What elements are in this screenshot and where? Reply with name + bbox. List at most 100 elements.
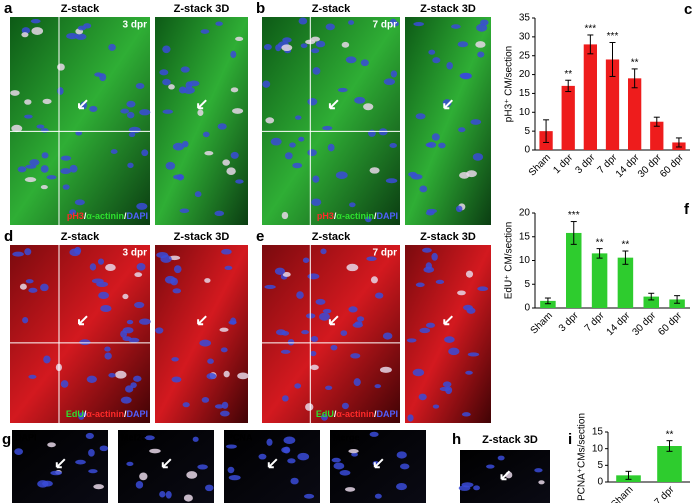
nucleus bbox=[467, 352, 480, 357]
nucleus bbox=[477, 51, 485, 58]
arrow bbox=[197, 99, 207, 110]
nucleus bbox=[389, 143, 397, 149]
nucleus bbox=[226, 167, 236, 176]
nucleus bbox=[339, 470, 351, 476]
nucleus bbox=[346, 263, 359, 272]
nucleus bbox=[315, 298, 326, 305]
nucleus bbox=[465, 370, 473, 375]
nucleus bbox=[237, 372, 249, 380]
nucleus bbox=[50, 470, 62, 476]
nucleus bbox=[419, 185, 428, 193]
nucleus bbox=[139, 318, 151, 325]
nucleus bbox=[422, 247, 432, 253]
nucleus bbox=[28, 287, 38, 293]
nucleus bbox=[307, 149, 317, 157]
nucleus bbox=[126, 100, 136, 108]
bar bbox=[561, 85, 575, 150]
nucleus bbox=[282, 272, 291, 277]
nucleus bbox=[310, 364, 319, 371]
arrow bbox=[443, 315, 454, 326]
nucleus bbox=[162, 45, 171, 54]
nucleus bbox=[222, 159, 230, 166]
nucleus bbox=[300, 43, 308, 49]
nucleus bbox=[296, 291, 304, 299]
nucleus bbox=[431, 133, 440, 141]
nucleus bbox=[459, 172, 470, 179]
nucleus bbox=[283, 436, 296, 444]
nucleus bbox=[128, 126, 141, 134]
bar bbox=[628, 78, 642, 150]
stain-part: / bbox=[84, 409, 87, 419]
panel-title: Z-stack bbox=[61, 231, 100, 243]
nucleus bbox=[25, 164, 37, 169]
panel-title: Z-stack bbox=[312, 3, 351, 15]
nucleus bbox=[270, 137, 282, 146]
nucleus bbox=[266, 438, 273, 446]
y-tick-label: 15 bbox=[519, 88, 531, 99]
nucleus bbox=[221, 248, 232, 255]
stain-part: α-actinin bbox=[86, 211, 124, 221]
nucleus bbox=[463, 304, 473, 311]
nucleus bbox=[89, 263, 97, 271]
nucleus bbox=[280, 349, 291, 354]
nucleus bbox=[172, 142, 185, 151]
nucleus bbox=[448, 347, 460, 356]
nucleus bbox=[289, 142, 296, 148]
nucleus bbox=[318, 312, 330, 321]
nucleus bbox=[356, 316, 365, 322]
significance: *** bbox=[568, 210, 580, 221]
nucleus bbox=[473, 485, 480, 491]
nucleus bbox=[327, 143, 335, 152]
nucleus bbox=[228, 475, 241, 481]
nucleus bbox=[135, 481, 144, 489]
x-tick-label: Sham bbox=[529, 310, 555, 336]
nucleus bbox=[321, 413, 328, 421]
y-tick-label: 20 bbox=[519, 69, 531, 80]
nucleus bbox=[170, 277, 178, 286]
nucleus bbox=[281, 395, 289, 402]
nucleus bbox=[383, 78, 396, 86]
nucleus bbox=[325, 385, 333, 390]
stain-part: EdU bbox=[316, 409, 334, 419]
nucleus bbox=[97, 258, 104, 265]
nucleus bbox=[425, 322, 436, 328]
nucleus bbox=[200, 29, 210, 34]
nucleus bbox=[365, 216, 372, 223]
nucleus bbox=[370, 276, 378, 284]
nucleus bbox=[385, 178, 398, 184]
nucleus bbox=[486, 464, 495, 469]
nucleus bbox=[413, 21, 425, 27]
stain-part: / bbox=[374, 409, 377, 419]
nucleus bbox=[120, 330, 127, 338]
nucleus bbox=[214, 404, 224, 409]
y-tick-label: 10 bbox=[519, 107, 531, 118]
nucleus bbox=[40, 128, 49, 133]
nucleus bbox=[180, 66, 190, 73]
nucleus bbox=[85, 432, 94, 439]
y-tick-label: 15 bbox=[519, 231, 531, 242]
nucleus bbox=[432, 404, 440, 409]
stain-legend: EdU/α-actinin/DAPI bbox=[316, 409, 398, 419]
nucleus bbox=[396, 482, 407, 491]
nucleus bbox=[134, 272, 143, 278]
nucleus bbox=[298, 17, 308, 25]
nucleus bbox=[309, 350, 317, 357]
nucleus bbox=[295, 115, 302, 120]
nucleus bbox=[47, 442, 56, 448]
bar bbox=[605, 59, 620, 150]
nucleus bbox=[439, 386, 451, 392]
nucleus bbox=[60, 380, 69, 388]
nucleus bbox=[219, 327, 229, 332]
nucleus bbox=[122, 336, 132, 342]
nucleus bbox=[315, 40, 326, 48]
nucleus bbox=[379, 366, 392, 373]
nucleus bbox=[475, 41, 486, 48]
nucleus bbox=[438, 142, 446, 149]
nucleus bbox=[375, 292, 384, 299]
nucleus bbox=[130, 382, 137, 389]
nucleus bbox=[104, 352, 112, 360]
nucleus bbox=[297, 452, 310, 461]
nucleus bbox=[282, 37, 292, 43]
nucleus bbox=[139, 472, 148, 481]
nucleus bbox=[108, 43, 116, 51]
